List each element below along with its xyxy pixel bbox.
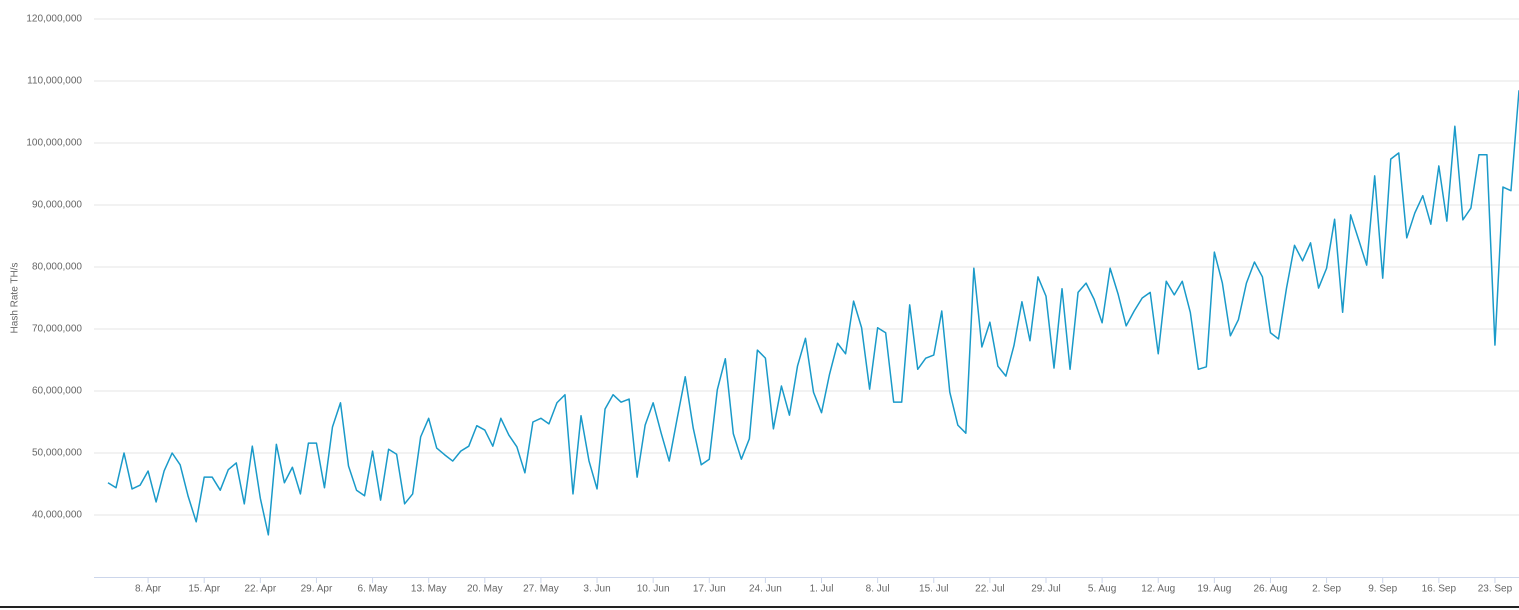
- y-axis-title: Hash Rate TH/s: [10, 263, 21, 334]
- x-tick-label: 15. Jul: [919, 584, 948, 595]
- y-tick-label: 40,000,000: [32, 510, 82, 521]
- x-tick-label: 3. Jun: [583, 584, 610, 595]
- x-tick-label: 27. May: [523, 584, 559, 595]
- y-tick-label: 50,000,000: [32, 448, 82, 459]
- y-tick-label: 70,000,000: [32, 324, 82, 335]
- x-tick-label: 10. Jun: [637, 584, 670, 595]
- x-tick-label: 22. Jul: [975, 584, 1004, 595]
- x-tick-label: 13. May: [411, 584, 447, 595]
- y-tick-label: 120,000,000: [26, 14, 82, 25]
- y-tick-label: 90,000,000: [32, 200, 82, 211]
- x-tick-label: 9. Sep: [1368, 584, 1397, 595]
- x-tick-label: 8. Jul: [866, 584, 890, 595]
- x-tick-label: 12. Aug: [1141, 584, 1175, 595]
- x-tick-label: 29. Jul: [1031, 584, 1060, 595]
- y-tick-label: 100,000,000: [26, 138, 82, 149]
- x-tick-label: 1. Jul: [810, 584, 834, 595]
- x-tick-label: 20. May: [467, 584, 503, 595]
- data-line: [107, 90, 1519, 536]
- x-tick-label: 17. Jun: [693, 584, 726, 595]
- x-tick-label: 22. Apr: [244, 584, 276, 595]
- x-tick-label: 24. Jun: [749, 584, 782, 595]
- x-tick-label: 8. Apr: [135, 584, 162, 595]
- y-tick-label: 80,000,000: [32, 262, 82, 273]
- x-tick-label: 15. Apr: [188, 584, 220, 595]
- x-tick-label: 19. Aug: [1197, 584, 1231, 595]
- x-tick-label: 26. Aug: [1254, 584, 1288, 595]
- x-tick-label: 6. May: [358, 584, 388, 595]
- x-tick-label: 29. Apr: [301, 584, 333, 595]
- x-tick-label: 23. Sep: [1478, 584, 1513, 595]
- x-tick-label: 2. Sep: [1312, 584, 1341, 595]
- x-tick-label: 5. Aug: [1088, 584, 1116, 595]
- y-tick-label: 60,000,000: [32, 386, 82, 397]
- y-tick-label: 110,000,000: [27, 76, 82, 87]
- x-tick-label: 16. Sep: [1422, 584, 1457, 595]
